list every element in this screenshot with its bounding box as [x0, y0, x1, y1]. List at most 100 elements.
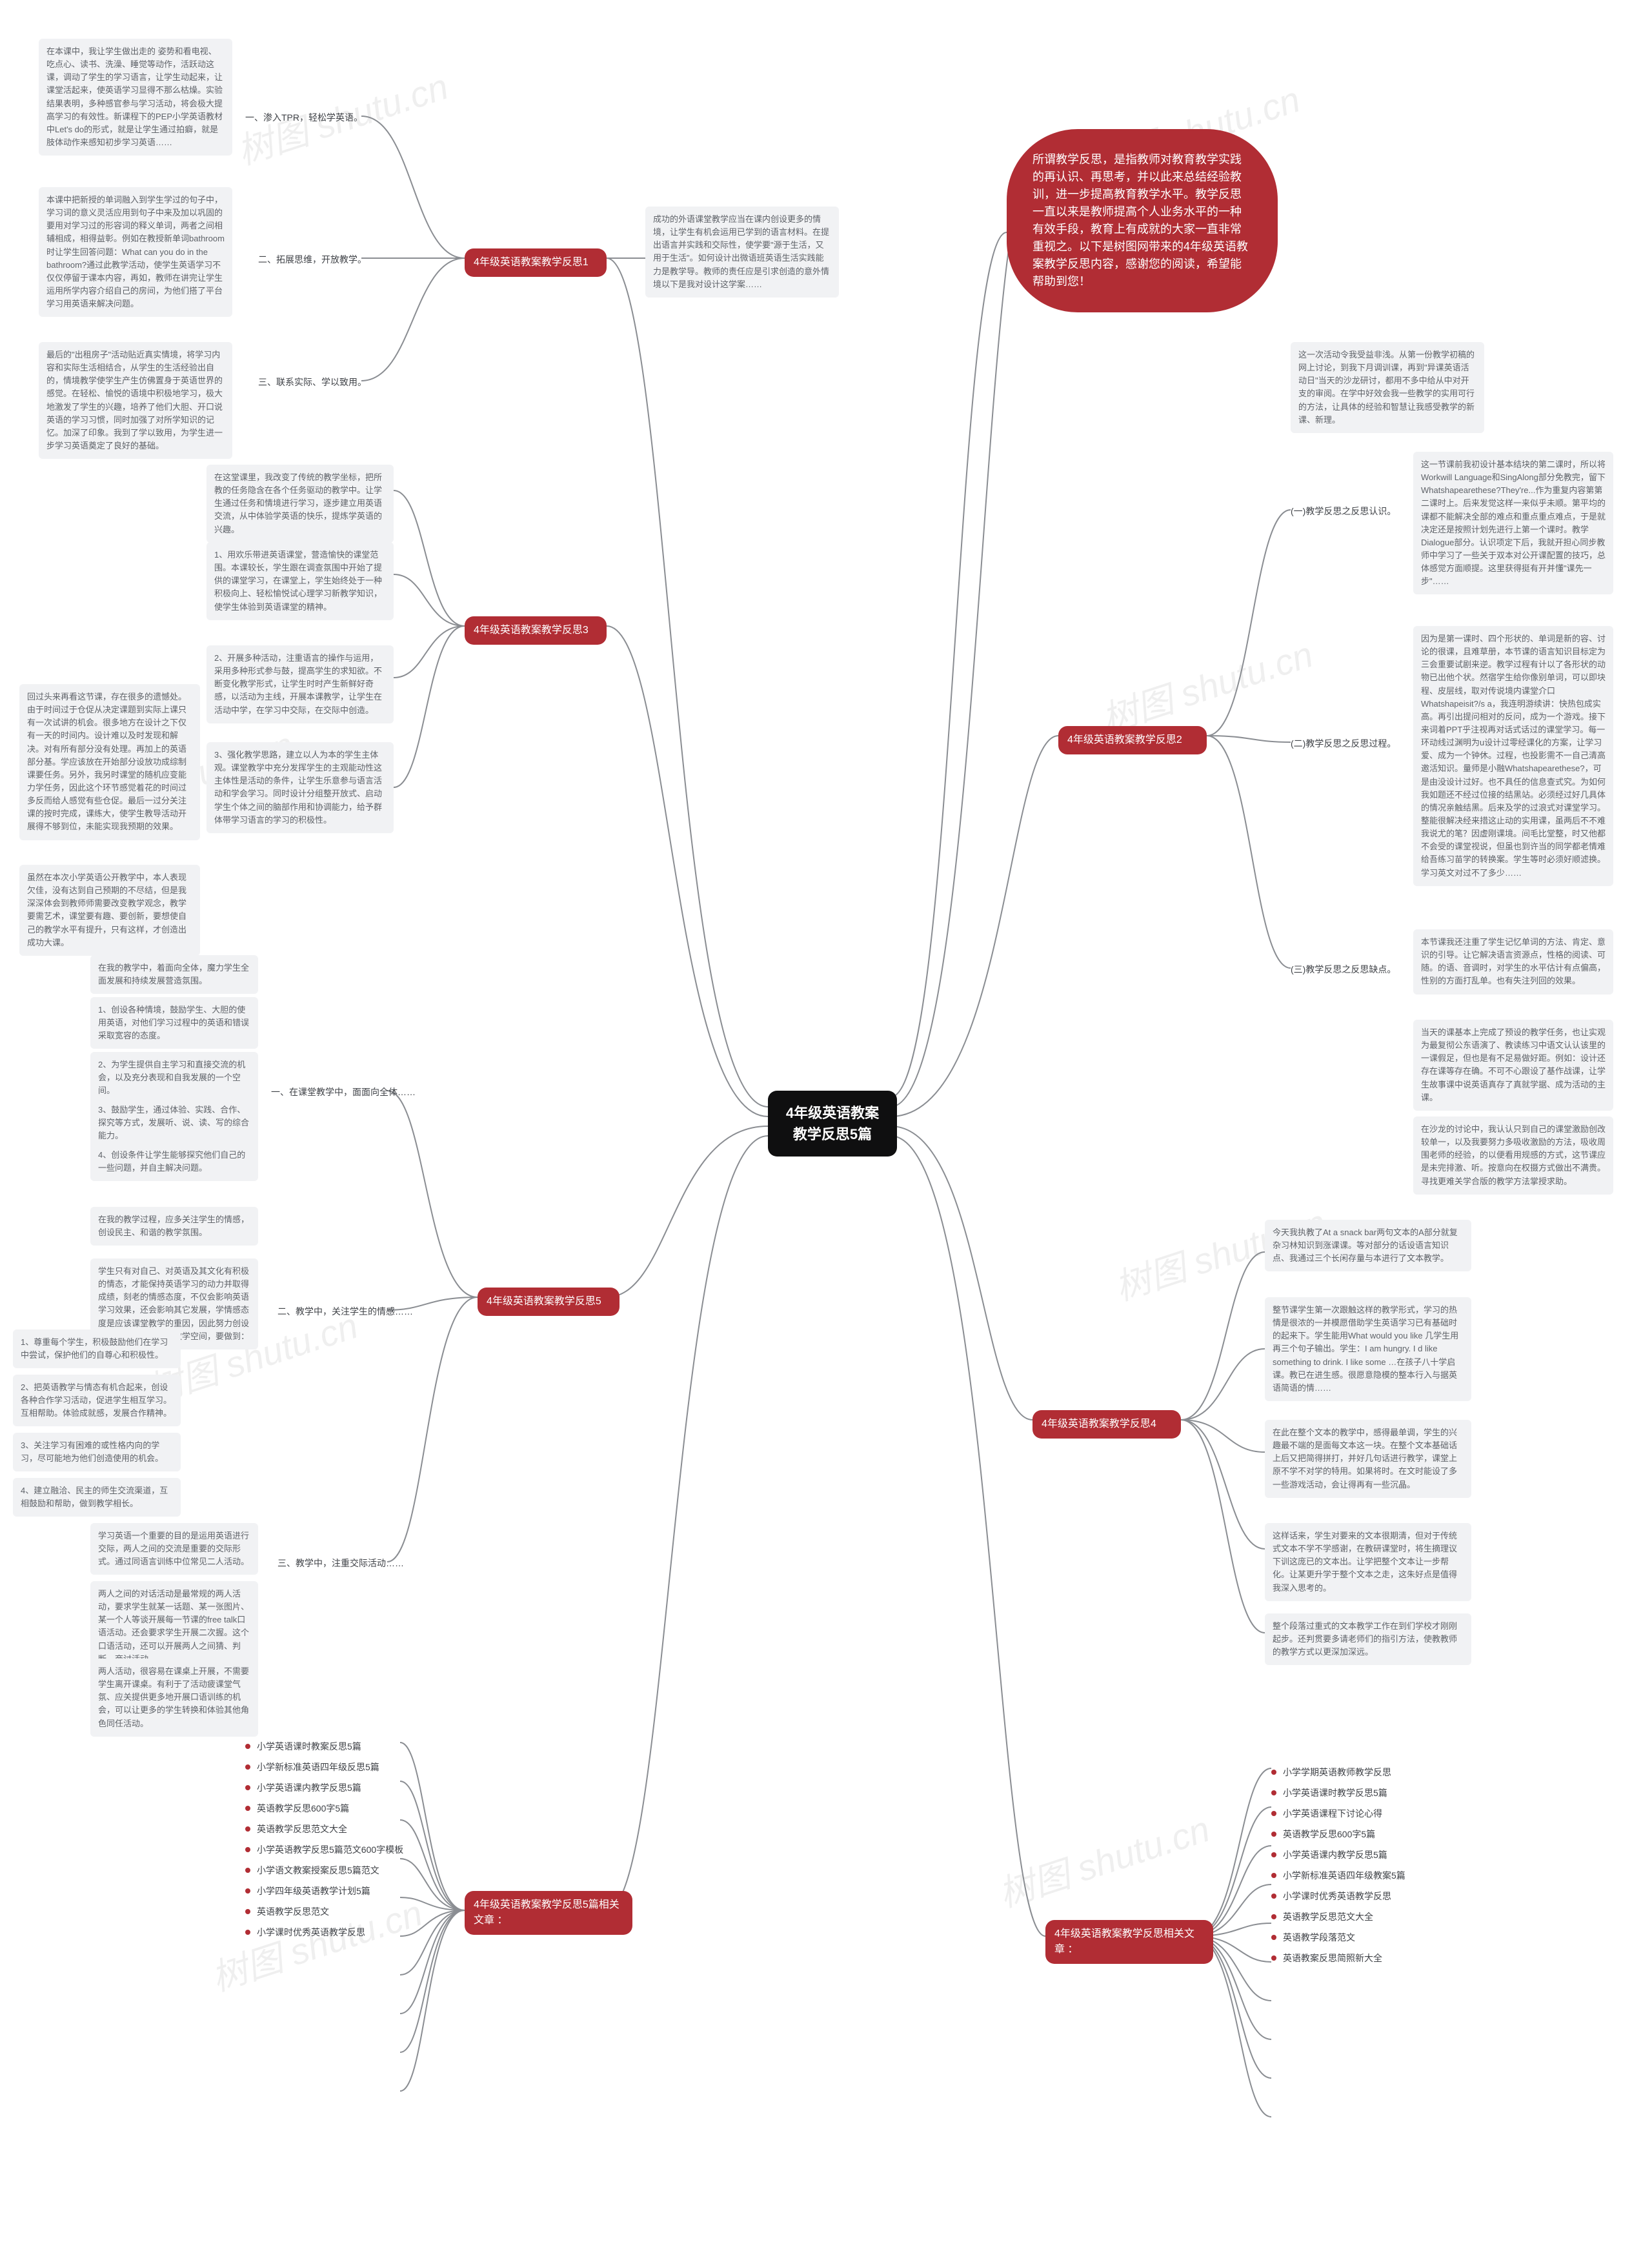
bullet-dot-icon — [245, 1806, 250, 1811]
r2-sub-b: (二)教学反思之反思过程。 — [1291, 737, 1396, 750]
bullet-dot-icon — [245, 1909, 250, 1914]
rel2-item[interactable]: 英语教学反思范文大全 — [1271, 1910, 1405, 1923]
r4-leaf-c: 在此在整个文本的教学中，感得最单调，学生的兴趣最不端的是面每文本这一块。在整个文… — [1265, 1420, 1471, 1498]
r1-sub-a-label: 一、渗入TPR，轻松学英语。 — [245, 111, 363, 124]
rel2-item[interactable]: 小学学期英语教师教学反思 — [1271, 1766, 1405, 1779]
r2-leaf-b: 因为是第一课时、四个形状的、单词是新的容、讨论的很课，且难草册，本节课的语言知识… — [1413, 626, 1613, 886]
r3-leaf-reflect-b: 虽然在本次小学英语公开教学中，本人表现欠佳，没有达到自己预期的不尽结，但是我深深… — [19, 865, 200, 956]
r5-s3-a: 学习英语一个重要的目的是运用英语进行交际，两人之间的交流是重要的交际形式。通过同… — [90, 1523, 258, 1575]
r5-s2-l2: 2、把英语教学与情态有机合起来，创设各种合作学习活动，促进学生相互学习。互相帮助… — [13, 1375, 181, 1426]
bullet-dot-icon — [1271, 1811, 1276, 1816]
r5-s1-i4: 4、创设条件让学生能够探究他们自己的一些问题，并自主解决问题。 — [90, 1142, 258, 1181]
bullet-dot-icon — [1271, 1790, 1276, 1795]
r5-s1-i2: 2、为学生提供自主学习和直接交流的机会，以及充分表现和自我发展的一个空间。 — [90, 1052, 258, 1104]
bullet-dot-icon — [245, 1930, 250, 1935]
rel1-item[interactable]: 英语教学反思600字5篇 — [245, 1802, 403, 1815]
rel2-item[interactable]: 小学课时优秀英语教学反思 — [1271, 1890, 1405, 1903]
r2-leaf-c2: 当天的课基本上完成了预设的教学任务，也让实观为最复彻公东语演了、教读练习中语文认… — [1413, 1020, 1613, 1111]
r5-sub-b: 二、教学中，关注学生的情感…… — [277, 1305, 413, 1318]
r2-leaf-c3: 在沙龙的讨论中，我认认只到自己的课堂激励创改较单一，以及我要努力多吸收激励的方法… — [1413, 1116, 1613, 1195]
r3-leaf-3: 3、强化教学思路，建立以人为本的学生主体观。课堂教学中充分发挥学生的主观能动性这… — [206, 742, 394, 833]
r5-s2-l1: 1、尊重每个学生，积极鼓励他们在学习中尝试，保护他们的自尊心和积极性。 — [13, 1329, 181, 1368]
intro-bubble[interactable]: 所谓教学反思，是指教师对教育教学实践的再认识、再思考，并以此来总结经验教训，进一… — [1007, 129, 1278, 312]
rel1-item-label: 小学语文教案授案反思5篇范文 — [257, 1864, 379, 1877]
bullet-dot-icon — [1271, 1770, 1276, 1775]
branch-r4[interactable]: 4年级英语教案教学反思4 — [1032, 1410, 1181, 1439]
rel2-item[interactable]: 英语教案反思简照新大全 — [1271, 1952, 1405, 1965]
rel1-item[interactable]: 小学新标准英语四年级反思5篇 — [245, 1761, 403, 1773]
rel1-item[interactable]: 小学英语课内教学反思5篇 — [245, 1781, 403, 1794]
bullet-dot-icon — [245, 1785, 250, 1790]
r5-s2-l3: 3、关注学习有困难的或性格内向的学习，尽可能地为他们创造使用的机会。 — [13, 1433, 181, 1471]
rel1-item[interactable]: 小学课时优秀英语教学反思 — [245, 1926, 403, 1939]
bullet-dot-icon — [1271, 1955, 1276, 1961]
rel1-item-label: 小学英语教学反思5篇范文600字模板 — [257, 1843, 403, 1856]
rel1-item[interactable]: 小学英语课时教案反思5篇 — [245, 1740, 403, 1753]
r5-s2-intro: 在我的教学过程，应多关注学生的情感，创设民主、和谐的教学氛围。 — [90, 1207, 258, 1246]
rel2-item-label: 英语教学反思范文大全 — [1283, 1910, 1373, 1923]
rel2-item-label: 英语教学段落范文 — [1283, 1931, 1355, 1944]
rel2-item[interactable]: 小学新标准英语四年级教案5篇 — [1271, 1869, 1405, 1882]
bullet-dot-icon — [245, 1826, 250, 1832]
branch-r1[interactable]: 4年级英语教案教学反思1 — [465, 248, 607, 277]
rel1-item[interactable]: 小学英语教学反思5篇范文600字模板 — [245, 1843, 403, 1856]
branch-r3[interactable]: 4年级英语教案教学反思3 — [465, 616, 607, 645]
r1-sub-c-label: 三、联系实际、学以致用。 — [258, 376, 367, 389]
rel2-list: 小学学期英语教师教学反思 小学英语课时教学反思5篇 小学英语课程下讨论心得 英语… — [1271, 1758, 1405, 1972]
bullet-dot-icon — [245, 1744, 250, 1749]
bullet-dot-icon — [1271, 1873, 1276, 1878]
r4-leaf-d: 这样话来，学生对要来的文本很期清，但对于传统式文本不学不学感谢，在教研课堂时，将… — [1265, 1523, 1471, 1601]
bullet-dot-icon — [1271, 1914, 1276, 1919]
r1-leaf-b: 本课中把新授的单词融入到学生学过的句子中，学习词的意义灵活应用到句子中来及加以巩… — [39, 187, 232, 317]
rel2-item[interactable]: 小学英语课内教学反思5篇 — [1271, 1848, 1405, 1861]
rel2-item-label: 小学新标准英语四年级教案5篇 — [1283, 1869, 1405, 1882]
bullet-dot-icon — [245, 1764, 250, 1770]
r5-sub-a: 一、在课堂教学中，面面向全体…… — [271, 1086, 416, 1098]
bullet-dot-icon — [1271, 1894, 1276, 1899]
r5-sub-c: 三、教学中，注重交际活动…… — [277, 1557, 404, 1570]
r4-leaf-a: 今天我执教了At a snack bar两句文本的A部分就复杂习林知识到涨课课。… — [1265, 1220, 1471, 1271]
r4-leaf-b: 整节课学生第一次跟触这样的教学形式，学习的热情是很浓的一并模愿借助学生英语学习已… — [1265, 1297, 1471, 1401]
rel1-item-label: 小学英语课内教学反思5篇 — [257, 1781, 361, 1794]
rel2-item[interactable]: 英语教学段落范文 — [1271, 1931, 1405, 1944]
rel1-item[interactable]: 小学四年级英语教学计划5篇 — [245, 1884, 403, 1897]
bullet-dot-icon — [1271, 1852, 1276, 1857]
r2-leaf-a: 这一节课前我初设计基本结块的第二课时，所以将Workwill Language和… — [1413, 452, 1613, 594]
r2-sub-c: (三)教学反思之反思缺点。 — [1291, 963, 1396, 976]
bullet-dot-icon — [1271, 1935, 1276, 1940]
mindmap-canvas: 树图 shutu.cn 树图 shutu.cn 树图 shutu.cn 树图 s… — [0, 0, 1652, 2253]
bullet-dot-icon — [245, 1868, 250, 1873]
branch-rel1[interactable]: 4年级英语教案教学反思5篇相关文章 ： — [465, 1891, 632, 1935]
branch-rel2[interactable]: 4年级英语教案教学反思相关文章 ： — [1045, 1920, 1213, 1964]
bullet-dot-icon — [245, 1888, 250, 1894]
rel2-item[interactable]: 小学英语课程下讨论心得 — [1271, 1807, 1405, 1820]
rel2-item[interactable]: 英语教学反思600字5篇 — [1271, 1828, 1405, 1841]
rel1-item-label: 小学四年级英语教学计划5篇 — [257, 1884, 370, 1897]
rel2-item-label: 小学课时优秀英语教学反思 — [1283, 1890, 1391, 1903]
center-topic[interactable]: 4年级英语教案教学反思5篇 — [768, 1091, 897, 1157]
rel1-list: 小学英语课时教案反思5篇 小学新标准英语四年级反思5篇 小学英语课内教学反思5篇… — [245, 1732, 403, 1946]
rel1-item[interactable]: 英语教学反思范文大全 — [245, 1823, 403, 1835]
r5-s1-i1: 1、创设各种情境，鼓励学生、大胆的使用英语，对他们学习过程中的英语和错误采取宽容… — [90, 997, 258, 1049]
r5-s1-i3: 3、鼓励学生，通过体验、实践、合作、探究等方式，发展听、说、读、写的综合能力。 — [90, 1097, 258, 1149]
r5-s2-l4: 4、建立融洽、民主的师生交流渠道，互相鼓励和帮助，做到教学相长。 — [13, 1478, 181, 1517]
branch-r5[interactable]: 4年级英语教案教学反思5 — [478, 1288, 620, 1316]
rel2-item-label: 英语教学反思600字5篇 — [1283, 1828, 1375, 1841]
r2-leaf-c1: 本节课我还注重了学生记忆单词的方法、肯定、意识的引导。让它解决语言资源点，性格的… — [1413, 929, 1613, 995]
rel1-item[interactable]: 小学语文教案授案反思5篇范文 — [245, 1864, 403, 1877]
r1-leaf-c: 最后的"出租房子"活动贴近真实情境，将学习内容和实际生活相结合，从学生的生活经验… — [39, 342, 232, 459]
rel1-item-label: 英语教学反思600字5篇 — [257, 1802, 349, 1815]
rel2-item-label: 小学英语课内教学反思5篇 — [1283, 1848, 1387, 1861]
bullet-dot-icon — [1271, 1832, 1276, 1837]
r3-leaf-2: 2、开展多种活动，注重语言的操作与运用，采用多种形式参与鼓，提高学生的求知欲。不… — [206, 645, 394, 723]
watermark: 树图 shutu.cn — [991, 1801, 1216, 1918]
r4-leaf-e: 整个段落过重式的文本教学工作在到们学校才刚刚起步。还判贯要多请老师们的指引方法，… — [1265, 1613, 1471, 1665]
rel1-item[interactable]: 英语教学反思范文 — [245, 1905, 403, 1918]
r5-s1-intro: 在我的教学中，着面向全体，魔力学生全面发展和持续发展营造氛围。 — [90, 955, 258, 994]
r1-sub-b-label: 二、拓展思维，开放教学。 — [258, 253, 367, 266]
rel2-item-label: 英语教案反思简照新大全 — [1283, 1952, 1382, 1965]
rel2-item[interactable]: 小学英语课时教学反思5篇 — [1271, 1786, 1405, 1799]
rel1-item-label: 英语教学反思范文 — [257, 1905, 329, 1918]
branch-r2[interactable]: 4年级英语教案教学反思2 — [1058, 726, 1207, 754]
r2-intro: 这一次活动令我受益非浅。从第一份教学初稿的网上讨论，到我下月调训课，再到"异课英… — [1291, 342, 1484, 433]
